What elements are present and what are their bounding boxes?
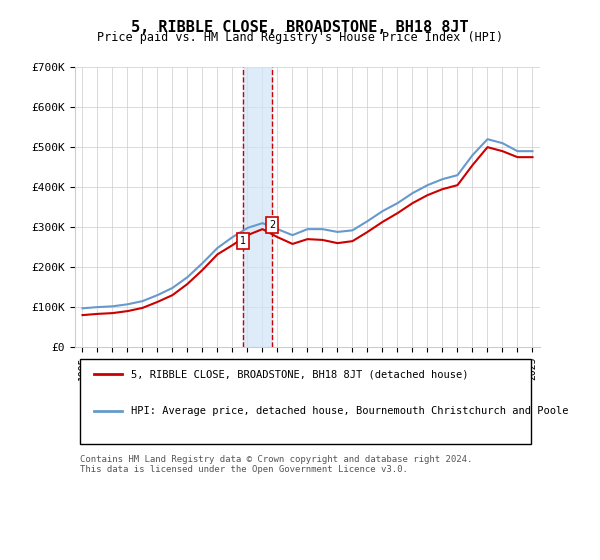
Text: HPI: Average price, detached house, Bournemouth Christchurch and Poole: HPI: Average price, detached house, Bour… (131, 406, 568, 416)
Text: Contains HM Land Registry data © Crown copyright and database right 2024.
This d: Contains HM Land Registry data © Crown c… (80, 455, 472, 474)
Text: 5, RIBBLE CLOSE, BROADSTONE, BH18 8JT: 5, RIBBLE CLOSE, BROADSTONE, BH18 8JT (131, 20, 469, 35)
FancyBboxPatch shape (80, 358, 531, 444)
Text: 1: 1 (240, 236, 246, 246)
Text: Price paid vs. HM Land Registry's House Price Index (HPI): Price paid vs. HM Land Registry's House … (97, 31, 503, 44)
Text: 2: 2 (269, 220, 275, 230)
Text: 5, RIBBLE CLOSE, BROADSTONE, BH18 8JT (detached house): 5, RIBBLE CLOSE, BROADSTONE, BH18 8JT (d… (131, 369, 469, 379)
Bar (243, 67, 272, 347)
